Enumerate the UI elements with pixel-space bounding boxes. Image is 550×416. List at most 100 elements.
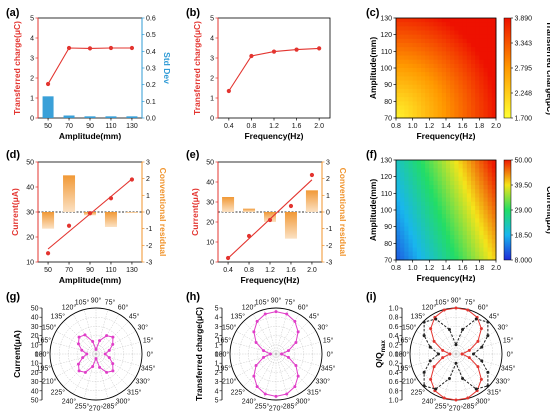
heat-cell-c — [454, 97, 459, 102]
heat-cell-f — [446, 189, 451, 194]
heat-cell-c — [471, 88, 476, 94]
heat-cell-f — [475, 214, 480, 219]
heat-cell-f — [408, 226, 414, 232]
heat-cell-c — [471, 22, 476, 27]
x-tick-label-c-4: 1.6 — [458, 123, 468, 130]
y2-tick-label-d-5: 2 — [146, 176, 150, 183]
angle-label-g-19: 285° — [103, 403, 118, 411]
x-tick-label-e-4: 2.0 — [307, 267, 317, 274]
heat-cell-f — [462, 172, 468, 178]
heat-cell-f — [487, 201, 493, 207]
panel-label-b: (b) — [186, 7, 200, 19]
x-tick-label-c-0: 0.8 — [391, 123, 401, 130]
heat-cell-f — [491, 214, 497, 219]
polar-spoke-i-11 — [411, 341, 457, 355]
heat-cell-c — [475, 26, 480, 31]
heat-cell-c — [458, 109, 464, 115]
polar-point-i-1-0 — [471, 352, 475, 356]
heat-cell-c — [483, 72, 489, 77]
heat-cell-f — [450, 205, 455, 211]
heat-cell-c — [446, 68, 451, 73]
heat-cell-f — [437, 243, 443, 248]
y-tick-label-f-3: 100 — [380, 208, 392, 215]
heat-cell-c — [400, 63, 405, 69]
heat-cell-f — [421, 168, 426, 173]
polar-point-h-0-17 — [263, 392, 267, 396]
heat-cell-c — [404, 51, 409, 56]
heat-cell-f — [446, 160, 451, 165]
heat-cell-f — [416, 243, 422, 248]
heat-cell-c — [404, 101, 409, 106]
heat-cell-f — [450, 218, 455, 223]
x-tick-label-a-0: 50 — [44, 123, 52, 130]
polar-spoke-h-3 — [275, 321, 309, 355]
heat-cell-c — [429, 76, 434, 81]
heat-cell-c — [446, 43, 451, 48]
angle-label-h-4: 60° — [298, 304, 309, 312]
heat-cell-c — [437, 88, 443, 94]
heat-cell-c — [487, 43, 493, 48]
heat-cell-c — [450, 47, 455, 52]
heat-cell-f — [471, 214, 476, 219]
heat-cell-c — [483, 84, 489, 90]
y-tick-label-c-1: 80 — [384, 99, 392, 106]
radial-tick-h-2: 2 — [215, 370, 219, 377]
heat-cell-c — [462, 22, 468, 27]
heat-cell-f — [400, 180, 405, 186]
heat-cell-c — [491, 105, 497, 111]
heat-cell-f — [454, 193, 459, 198]
polar-point-g-0-7 — [91, 340, 95, 344]
heat-cell-f — [437, 180, 443, 186]
heat-cell-c — [479, 55, 484, 61]
polar-point-i-0-3 — [479, 327, 483, 331]
heat-cell-c — [446, 22, 451, 27]
heat-cell-f — [446, 214, 451, 219]
heat-cell-f — [487, 193, 493, 198]
radial-tick-h-0: 0 — [215, 352, 219, 359]
heat-cell-c — [483, 113, 489, 119]
heat-cell-f — [421, 160, 426, 165]
heat-cell-f — [471, 235, 476, 240]
heat-cell-c — [416, 93, 422, 98]
point-b-1 — [249, 53, 254, 59]
heat-cell-f — [412, 189, 418, 194]
heat-cell-c — [408, 26, 414, 31]
heat-cell-c — [433, 18, 439, 23]
heat-cell-c — [491, 22, 497, 27]
polar-spoke-i-14 — [416, 353, 457, 378]
polar-point-h-0-8 — [255, 319, 259, 323]
y-tick-label-e-0: 0 — [210, 260, 214, 267]
heat-cell-f — [416, 251, 422, 257]
heat-cell-c — [458, 30, 464, 36]
heat-cell-f — [396, 214, 401, 219]
heat-cell-c — [475, 55, 480, 61]
panel-label-h: (h) — [186, 291, 200, 303]
heat-cell-f — [441, 218, 447, 223]
heat-cell-f — [412, 185, 418, 190]
chart-i: 0°15°30°45°60°75°90°105°120°135°150°165°… — [374, 297, 516, 413]
heat-cell-f — [396, 251, 401, 257]
heat-cell-c — [458, 18, 464, 23]
angle-label-i-20: 300° — [476, 397, 491, 405]
heat-cell-f — [491, 226, 497, 232]
heat-cell-c — [487, 30, 493, 36]
y-axis-label-f: Amplitude(mm) — [368, 179, 378, 242]
heat-cell-c — [421, 113, 426, 119]
x-tick-label-e-0: 0.4 — [223, 267, 233, 274]
heat-cell-c — [404, 34, 409, 40]
y2-tick-label-d-2: -1 — [146, 226, 152, 233]
heat-cell-f — [479, 176, 484, 182]
heat-cell-f — [416, 176, 422, 182]
heat-cell-f — [471, 185, 476, 190]
colorbar-tick-c-2: 2.795 — [515, 66, 533, 73]
polar-spoke-g-11 — [51, 341, 97, 355]
heat-cell-f — [483, 243, 489, 248]
x-axis-label-e: Frequency(Hz) — [240, 275, 299, 285]
heat-cell-f — [425, 172, 430, 178]
heat-cell-c — [471, 109, 476, 115]
heat-cell-f — [400, 226, 405, 232]
heat-cell-c — [475, 43, 480, 48]
radial-tick-h-1: 1 — [215, 361, 219, 368]
polar-spoke-g-4 — [95, 314, 120, 355]
